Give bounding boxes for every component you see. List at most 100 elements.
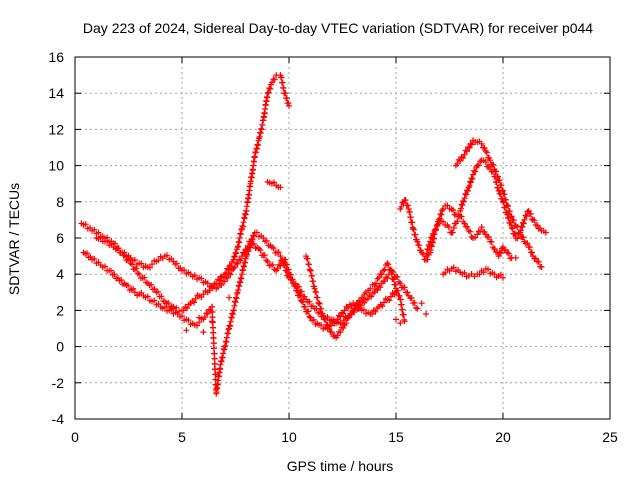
data-point-interp xyxy=(133,265,140,272)
data-point-interp xyxy=(91,226,98,233)
data-point-interp xyxy=(192,295,199,302)
data-point xyxy=(388,271,395,278)
data-point-interp xyxy=(255,137,262,144)
data-point-interp xyxy=(532,222,539,228)
data-point-interp xyxy=(498,182,505,189)
data-point-interp xyxy=(505,203,512,210)
data-point-interp xyxy=(292,282,299,289)
data-point-interp xyxy=(243,247,250,253)
data-point-interp xyxy=(404,202,411,209)
data-point xyxy=(423,311,429,317)
data-point-interp xyxy=(540,227,547,234)
data-point-interp xyxy=(121,280,128,287)
data-point-interp xyxy=(274,265,281,272)
data-point-interp xyxy=(191,299,197,306)
data-point-interp xyxy=(381,299,387,306)
data-point-interp xyxy=(318,305,325,312)
data-point-interp xyxy=(191,272,198,279)
data-point-interp xyxy=(460,198,467,205)
data-point-interp xyxy=(284,261,291,268)
x-tick-label: 15 xyxy=(388,429,404,445)
data-point-interp xyxy=(450,207,457,214)
data-point-interp xyxy=(202,278,209,285)
data-point-interp xyxy=(253,229,260,236)
data-point-interp xyxy=(385,261,392,268)
data-point-interp xyxy=(111,271,118,278)
data-point-interp xyxy=(304,255,311,262)
data-point-interp xyxy=(108,267,114,274)
data-point-interp xyxy=(247,183,254,190)
data-point-interp xyxy=(335,328,342,335)
data-point-interp xyxy=(209,303,216,310)
data-point-interp xyxy=(457,205,464,212)
data-point-interp xyxy=(311,283,318,290)
data-point-interp xyxy=(507,213,514,220)
data-point-interp xyxy=(472,234,479,241)
data-point-interp xyxy=(204,310,211,317)
data-point-interp xyxy=(361,299,368,306)
data-point-interp xyxy=(446,267,453,274)
data-point-interp xyxy=(465,144,472,151)
data-point-interp xyxy=(464,187,471,194)
data-point-interp xyxy=(269,261,276,268)
data-point-interp xyxy=(394,273,401,280)
data-point-interp xyxy=(225,326,232,333)
data-point-interp xyxy=(460,218,467,225)
data-point-interp xyxy=(238,226,245,233)
data-point-interp xyxy=(514,224,521,230)
data-point xyxy=(500,187,506,194)
data-point-interp xyxy=(477,158,484,165)
data-point-interp xyxy=(82,221,89,228)
grid-lines xyxy=(75,57,610,419)
data-point-interp xyxy=(280,85,287,91)
data-point-interp xyxy=(467,140,474,147)
data-point-interp xyxy=(467,228,474,235)
data-point-interp xyxy=(261,252,268,259)
data-point-interp xyxy=(454,160,461,167)
data-point xyxy=(512,254,519,261)
data-point-interp xyxy=(464,223,471,230)
data-point xyxy=(495,253,502,260)
data-point-interp xyxy=(158,293,165,300)
data-point-interp xyxy=(231,264,238,271)
data-point-interp xyxy=(176,308,183,315)
data-point-interp xyxy=(466,144,473,151)
data-point-interp xyxy=(410,226,417,233)
data-point-interp xyxy=(279,79,286,86)
y-tick-label: 12 xyxy=(48,121,64,137)
data-point-interp xyxy=(476,271,483,278)
data-point-interp xyxy=(480,269,487,276)
data-point-interp xyxy=(91,255,98,262)
data-point-interp xyxy=(460,155,467,161)
data-point-interp xyxy=(397,296,404,303)
data-point-interp xyxy=(296,283,302,290)
y-tick-label: 6 xyxy=(56,230,64,246)
data-point-interp xyxy=(306,266,313,273)
data-point-interp xyxy=(386,297,393,304)
data-point-interp xyxy=(488,238,495,245)
axis-ticks: 0 5 10 15 20 25 -4 -2 0 2 4 6 8 10 12 14 16 xyxy=(48,49,618,445)
data-point-interp xyxy=(161,304,168,311)
data-point-interp xyxy=(406,209,413,215)
data-point-interp xyxy=(246,238,253,245)
data-point-interp xyxy=(373,280,379,287)
data-point-interp xyxy=(234,290,241,297)
data-point-interp xyxy=(481,229,488,235)
data-point-interp xyxy=(299,298,306,305)
data-point-interp xyxy=(160,298,167,304)
data-point-interp xyxy=(241,250,248,257)
data-point-interp xyxy=(275,184,282,191)
data-point-interp xyxy=(357,298,364,305)
data-point-interp xyxy=(168,255,175,262)
data-point-interp xyxy=(306,261,312,268)
data-point-interp xyxy=(398,203,405,210)
data-point-interp xyxy=(463,273,470,280)
data-point-interp xyxy=(466,182,473,189)
data-point-interp xyxy=(310,278,317,285)
data-point-interp xyxy=(395,278,402,285)
data-point-interp xyxy=(210,324,217,331)
data-point-interp xyxy=(360,306,367,313)
data-point-interp xyxy=(469,175,476,182)
data-point-interp xyxy=(229,311,236,318)
data-point-interp xyxy=(468,175,475,182)
